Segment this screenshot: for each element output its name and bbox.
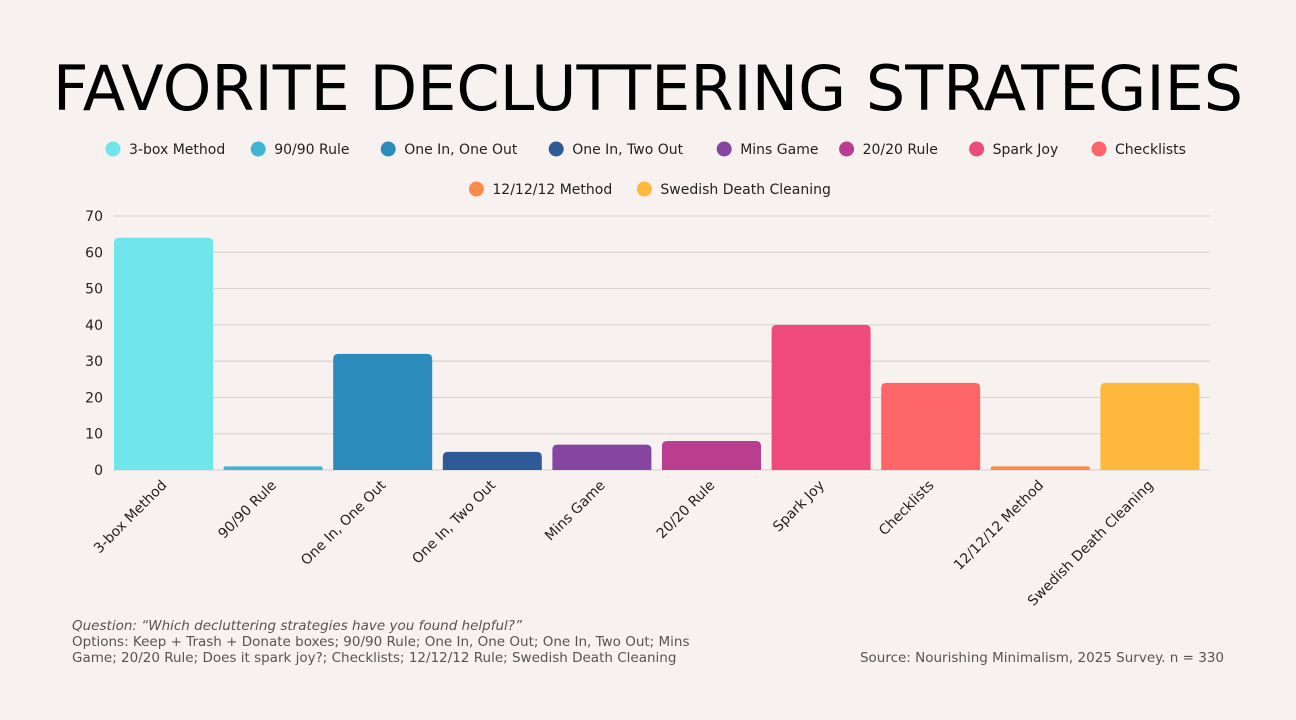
legend-label: 90/90 Rule [274,142,349,158]
x-tick-label: 12/12/12 Method [951,478,1047,574]
legend-label: Spark Joy [993,142,1059,158]
x-tick-label: Checklists [876,478,937,539]
legend-swatch [1091,141,1107,157]
legend-label: 12/12/12 Method [492,182,612,198]
legend-label: 20/20 Rule [863,142,938,158]
legend: 3-box Method 90/90 Rule One In, One Out One… [105,141,1186,198]
bar-swedish-death-cleaning [1100,382,1200,470]
legend-item-20-20-rule: 20/20 Rule [839,141,938,158]
bar-3-box-method [114,237,213,470]
chart-title: FAVORITE DECLUTTERING STRATEGIES [52,52,1244,125]
x-axis: 3-box Method 90/90 Rule One In, One Out One… [91,477,1157,609]
y-axis: 0 10 20 30 40 50 60 70 [85,209,103,479]
legend-label: One In, One Out [404,142,518,158]
bar-12-12-12-method [990,466,1090,470]
source-note: Source: Nourishing Minimalism, 2025 Surv… [859,650,1224,666]
y-tick-label: 70 [85,209,103,225]
x-tick-label: 3-box Method [91,478,170,557]
gridlines [114,215,1210,471]
legend-item-mins-game: Mins Game [716,141,818,158]
y-tick-label: 50 [85,282,103,298]
legend-swatch [548,141,564,157]
x-tick-label: One In, Two Out [409,477,499,567]
legend-label: One In, Two Out [572,142,683,158]
legend-swatch [250,141,266,157]
legend-label: Swedish Death Cleaning [660,182,831,198]
bars [114,237,1200,470]
legend-swatch [839,141,855,157]
y-tick-label: 40 [85,318,103,334]
survey-question: Question: “Which decluttering strategies… [72,618,522,634]
bar-one-in-two-out [442,451,542,470]
bar-spark-joy [771,324,871,470]
x-tick-label: Mins Game [542,478,609,545]
y-tick-label: 30 [85,354,103,370]
legend-item-one-in-one-out: One In, One Out [380,141,518,158]
legend-item-spark-joy: Spark Joy [969,141,1059,158]
bar-mins-game [552,444,652,470]
legend-item-one-in-two-out: One In, Two Out [548,141,684,158]
bar-one-in-one-out [333,353,433,470]
y-tick-label: 20 [85,390,103,406]
legend-swatch [716,141,732,157]
x-tick-label: Swedish Death Cleaning [1025,478,1157,610]
x-tick-label: 90/90 Rule [215,478,280,543]
legend-item-90-90-rule: 90/90 Rule [250,141,349,158]
x-tick-label: Spark Joy [770,478,828,536]
legend-item-3-box-method: 3-box Method [105,141,225,158]
legend-swatch [105,141,121,157]
legend-label: Checklists [1115,142,1186,158]
x-tick-label: One In, One Out [298,477,390,569]
survey-options: Options: Keep + Trash + Donate boxes; 90… [72,634,690,666]
legend-item-checklists: Checklists [1091,141,1186,158]
bar-20-20-rule [662,440,761,470]
legend-swatch [969,141,985,157]
legend-item-12-12-12-method: 12/12/12 Method [468,181,612,198]
legend-swatch [636,181,652,197]
bar-checklists [881,382,981,470]
bar-90-90-rule [223,466,323,470]
y-tick-label: 0 [94,463,103,479]
x-tick-label: 20/20 Rule [654,478,719,543]
legend-swatch [468,181,484,197]
legend-label: Mins Game [740,142,818,158]
y-tick-label: 10 [85,427,103,443]
legend-swatch [380,141,396,157]
legend-label: 3-box Method [129,142,225,158]
legend-item-swedish-death-cleaning: Swedish Death Cleaning [636,181,831,198]
y-tick-label: 60 [85,245,103,261]
